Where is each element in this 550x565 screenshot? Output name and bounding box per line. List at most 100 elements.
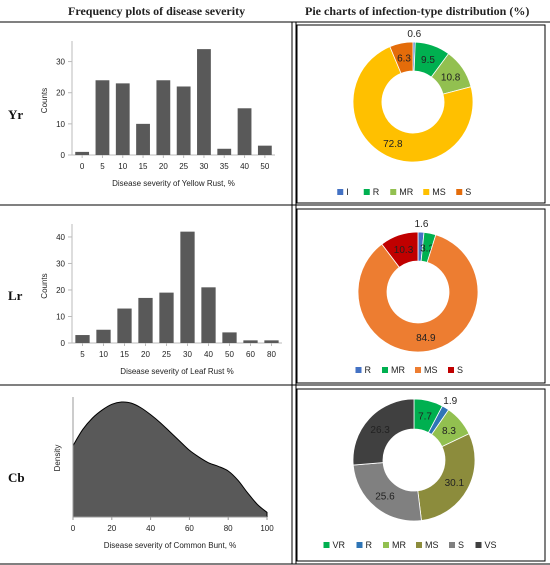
legend-swatch [390,189,397,195]
x-tick-label: 60 [246,350,255,359]
pie-value-label: 1.6 [415,219,429,230]
bar [115,83,130,155]
x-tick-label: 25 [179,162,188,171]
lr-bar-chart: 0 10 20 30 40 5 10 15 20 25 30 40 50 60 80 Disease seve… [40,224,282,376]
x-tick-label: 20 [159,162,168,171]
legend-swatch [415,367,421,373]
legend-label: MS [424,365,438,375]
legend-label: R [366,540,373,550]
bar [176,86,191,155]
x-tick-label: 0 [71,524,76,533]
legend-label: MR [391,365,405,375]
legend-label: MS [425,540,439,550]
x-tick-label: 60 [185,524,194,533]
bar [222,332,237,343]
legend-swatch [356,542,363,548]
pie-panel-box-1 [296,24,546,204]
legend-label: VR [333,540,346,550]
y-tick-label: 20 [56,286,65,295]
x-tick-label: 15 [120,350,129,359]
right-column-title: Pie charts of infection-type distributio… [305,4,530,18]
bar [96,329,111,343]
pie-value-label: 84.9 [416,333,436,344]
x-tick-label: 15 [139,162,148,171]
bar [201,287,216,343]
x-tick-label: 40 [146,524,155,533]
legend-swatch [363,189,370,195]
y-tick-label: 30 [56,58,65,67]
x-tick-label: 40 [204,350,213,359]
yr-pie-chart: 0.6 9.5 10.8 72.8 6.3 I R MR MS S [337,29,474,197]
cb-density-chart: 0 20 40 60 80 100 Disease severity of Common B… [53,397,274,550]
table-frame [0,21,550,565]
bar [217,148,232,155]
y-tick-label: 10 [56,312,65,321]
x-tick-label: 20 [107,524,116,533]
x-tick-label: 5 [100,162,105,171]
legend-label: VS [485,540,497,550]
legend-label: S [465,187,471,197]
legend-swatch [423,189,430,195]
x-tick-label: 5 [80,350,85,359]
pie-slice-ms [417,433,476,521]
bar [117,308,132,343]
legend-swatch [456,189,463,195]
legend-swatch [383,542,389,548]
bar [197,49,211,155]
x-axis-label: Disease severity of Yellow Rust, % [112,179,235,188]
x-tick-label: 80 [224,524,233,533]
x-tick-label: 30 [183,350,192,359]
pie-value-label: 10.3 [394,245,414,256]
pie-slice-ms [352,46,474,163]
legend-label: R [365,365,372,375]
y-tick-label: 10 [56,120,65,129]
cb-pie-chart: 7.7 1.9 8.3 30.1 25.6 26.3 VR R MR MS S VS [323,396,497,550]
pie-value-label: 8.3 [442,426,456,437]
y-axis-label: Counts [40,273,49,298]
pie-value-label: 30.1 [445,478,465,489]
pie-value-label: 9.5 [421,55,435,66]
legend-label: MS [432,187,446,197]
pie-slice-s [352,462,422,522]
x-tick-label: 10 [118,162,127,171]
row-label-cb: Cb [8,470,25,485]
legend-swatch [416,542,422,548]
y-tick-label: 30 [56,259,65,268]
bar [264,340,279,343]
bar [257,145,272,155]
y-tick-label: 20 [56,89,65,98]
legend-swatch [355,367,362,373]
pie-value-label: 6.3 [397,53,411,64]
bar [180,231,195,343]
lr-pie-chart: 1.6 3.2 84.9 10.3 R MR MS S [355,219,479,375]
legend-label: I [346,187,349,197]
y-tick-label: 0 [61,151,66,160]
bar [159,292,174,343]
legend-swatch [323,542,330,548]
legend-label: MR [399,187,413,197]
pie-slice-ms [357,234,479,353]
x-tick-label: 40 [240,162,249,171]
pie-value-label: 3.2 [420,243,434,254]
x-tick-label: 0 [80,162,85,171]
pie-slice-s [381,231,419,268]
y-tick-label: 0 [61,339,66,348]
x-tick-label: 10 [99,350,108,359]
x-tick-label: 30 [199,162,208,171]
row-label-lr: Lr [8,288,23,303]
pie-value-label: 72.8 [383,139,403,150]
pie-slice-vs [352,398,415,466]
bar [75,335,90,343]
pie-value-label: 25.6 [375,492,395,503]
legend-label: MR [392,540,406,550]
x-tick-label: 100 [260,524,274,533]
bar [237,108,252,155]
y-axis-label: Density [53,445,62,472]
legend-label: S [458,540,464,550]
legend-label: R [373,187,380,197]
pie-value-label: 26.3 [370,425,390,436]
y-axis-label: Counts [40,88,49,113]
legend-label: S [457,365,463,375]
yr-bar-chart: 0 10 20 30 0 5 10 15 20 25 30 35 40 50 Disease severit… [40,41,275,188]
